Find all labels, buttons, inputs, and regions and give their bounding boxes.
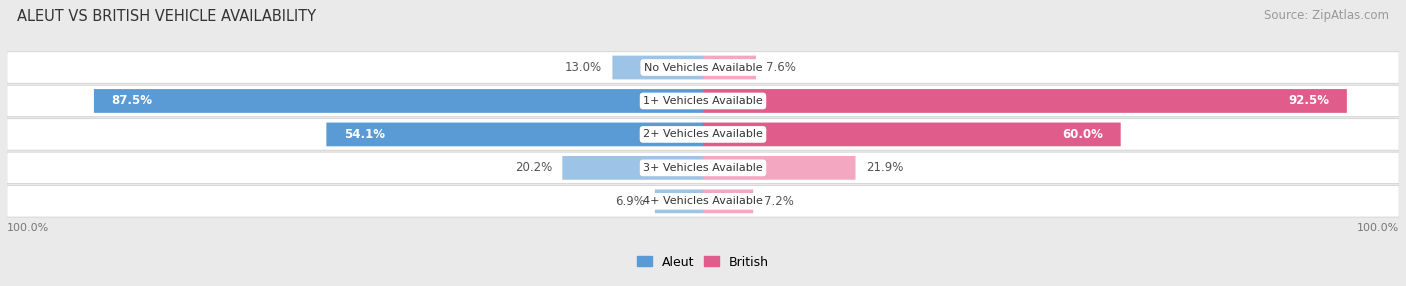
FancyBboxPatch shape — [94, 89, 703, 113]
Text: 3+ Vehicles Available: 3+ Vehicles Available — [643, 163, 763, 173]
Text: 2+ Vehicles Available: 2+ Vehicles Available — [643, 130, 763, 139]
FancyBboxPatch shape — [7, 85, 1399, 117]
Text: 1+ Vehicles Available: 1+ Vehicles Available — [643, 96, 763, 106]
Text: 4+ Vehicles Available: 4+ Vehicles Available — [643, 196, 763, 206]
FancyBboxPatch shape — [655, 189, 703, 213]
Text: 7.6%: 7.6% — [766, 61, 796, 74]
Text: 92.5%: 92.5% — [1288, 94, 1330, 108]
Text: 54.1%: 54.1% — [344, 128, 385, 141]
FancyBboxPatch shape — [613, 56, 703, 80]
Text: ALEUT VS BRITISH VEHICLE AVAILABILITY: ALEUT VS BRITISH VEHICLE AVAILABILITY — [17, 9, 316, 23]
Text: 100.0%: 100.0% — [7, 223, 49, 233]
Legend: Aleut, British: Aleut, British — [631, 251, 775, 274]
FancyBboxPatch shape — [7, 152, 1399, 184]
FancyBboxPatch shape — [326, 122, 703, 146]
Text: 60.0%: 60.0% — [1063, 128, 1104, 141]
Text: 7.2%: 7.2% — [763, 195, 793, 208]
Text: 100.0%: 100.0% — [1357, 223, 1399, 233]
Text: 87.5%: 87.5% — [111, 94, 152, 108]
FancyBboxPatch shape — [7, 52, 1399, 83]
FancyBboxPatch shape — [703, 56, 756, 80]
Text: 13.0%: 13.0% — [565, 61, 602, 74]
Text: Source: ZipAtlas.com: Source: ZipAtlas.com — [1264, 9, 1389, 21]
FancyBboxPatch shape — [7, 186, 1399, 217]
Text: No Vehicles Available: No Vehicles Available — [644, 63, 762, 73]
FancyBboxPatch shape — [562, 156, 703, 180]
FancyBboxPatch shape — [7, 119, 1399, 150]
Text: 20.2%: 20.2% — [515, 161, 553, 174]
FancyBboxPatch shape — [703, 189, 754, 213]
FancyBboxPatch shape — [703, 156, 855, 180]
FancyBboxPatch shape — [703, 122, 1121, 146]
Text: 6.9%: 6.9% — [614, 195, 644, 208]
Text: 21.9%: 21.9% — [866, 161, 903, 174]
FancyBboxPatch shape — [703, 89, 1347, 113]
